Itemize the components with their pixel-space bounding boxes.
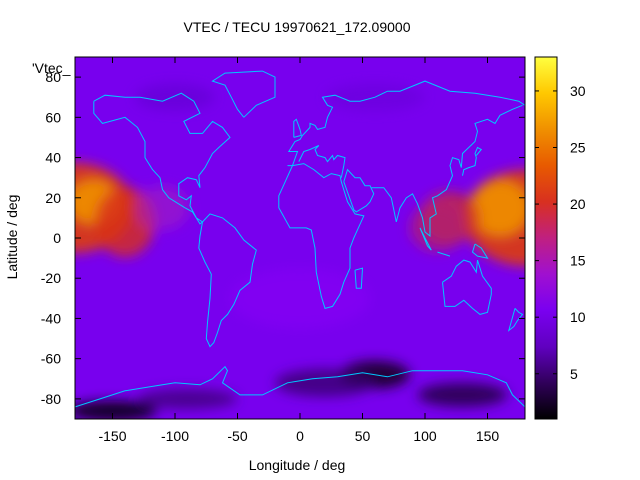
x-tick-label: -50 [227,428,247,444]
coastline [507,308,524,332]
y-tick-label: -20 [41,270,61,286]
heatmap-features [75,83,525,419]
colorbar-ticks: 5 10 15 20 25 30 [535,83,586,382]
y-tick-label: -60 [41,351,61,367]
colorbar-tick-label: 5 [570,366,578,382]
y-tick-label: 40 [45,150,61,166]
y-tick-label: 60 [45,109,61,125]
coastline [298,145,346,178]
tec-feature [75,400,158,419]
coastline [198,213,257,348]
y-tick-label: 80 [45,69,61,85]
tec-feature [275,368,375,397]
x-tick-label: 0 [296,428,304,444]
x-tick-label: 100 [413,428,437,444]
tec-feature [136,185,189,230]
tec-feature [470,179,525,236]
coastline [278,163,365,310]
y-axis-label: Latitude / deg [4,195,20,280]
coastline [293,118,302,138]
coastline [354,267,364,289]
x-tick-label: -100 [161,428,189,444]
colorbar-tick-label: 30 [570,83,586,99]
coastline [211,70,276,118]
coastline [471,243,489,259]
coastline [93,92,231,225]
coastline [343,168,375,213]
colorbar-tick-label: 20 [570,196,586,212]
coastline [462,146,483,176]
coastline [419,227,432,251]
colorbar-tick-label: 15 [570,253,586,269]
tec-feature [230,268,370,329]
colorbar-tick-label: 25 [570,140,586,156]
colorbar [534,56,558,420]
coastline [437,251,451,257]
tec-feature [135,83,215,112]
coastline [371,104,523,238]
colorbar-tick-label: 10 [570,309,586,325]
y-tick-label: 20 [45,190,61,206]
x-axis-label: Longitude / deg [249,457,346,473]
y-axis-ticks: -80 -60 -40 -20 0 20 40 60 80 [41,69,525,407]
heatmap-area [75,57,525,419]
tec-feature [417,382,508,407]
tec-feature [409,203,466,252]
tec-feature [137,388,238,409]
x-tick-label: 50 [355,428,371,444]
y-tick-label: -40 [41,310,61,326]
x-tick-label: -150 [98,428,126,444]
coastline [442,259,492,315]
coastlines [75,70,525,408]
y-tick-label: -80 [41,391,61,407]
x-axis-ticks: -150 -100 -50 0 50 100 150 [98,57,499,444]
chart-title: VTEC / TECU 19970621_172.09000 [183,19,410,35]
y-tick-label: 0 [53,230,61,246]
x-tick-label: 150 [476,428,500,444]
coastline [287,80,525,167]
coastline [75,365,525,408]
map-key-label: 'Vtec_ [32,60,71,76]
